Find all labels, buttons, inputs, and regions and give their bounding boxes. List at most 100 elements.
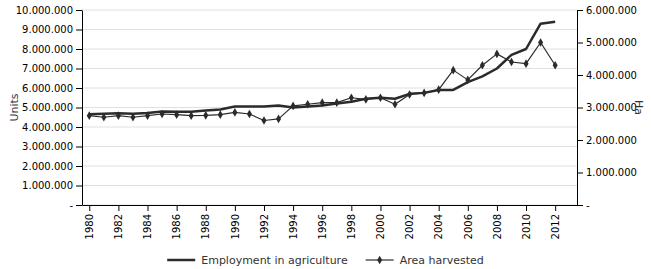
y-axis-tick-label: 6.000.000 [22,83,73,94]
y2-axis-tick-label: 5.000.000 [586,37,637,48]
y2-axis-tick-mark [577,75,583,76]
legend-item: Area harvested [366,254,484,267]
x-axis-line [83,205,578,206]
y2-axis-tick: 1.000.000 [577,167,637,178]
x-axis-tick-mark [380,205,381,211]
plot: 1980198219841986198819901992199419961998… [16,5,637,240]
point [101,113,106,122]
x-axis-tick-label: 2004 [433,214,444,239]
point [87,111,92,120]
x-axis-tick-label: 1986 [171,214,182,239]
legend-label: Employment in agriculture [201,254,348,267]
y-axis-tick-label: 5.000.000 [22,102,73,113]
grid-line [82,88,577,89]
point [232,108,237,117]
y-axis-tick-label: 9.000.000 [22,24,73,35]
legend-item: Employment in agriculture [167,254,348,267]
x-axis-tick-mark [206,205,207,211]
y2-axis-tick-mark [577,173,583,174]
point [160,110,165,119]
point [480,61,485,70]
chart: 1980198219841986198819901992199419961998… [0,0,651,269]
y-axis-tick: 1.000.000 [22,180,82,191]
point [363,95,368,104]
y2-axis-tick-label: 1.000.000 [586,167,637,178]
x-axis-tick-mark [118,205,119,211]
grid-line [82,205,577,206]
x-axis-tick: 1996 [317,205,328,239]
y-axis-tick: 8.000.000 [22,44,82,55]
y-axis-line [82,11,83,206]
y-axis-tick-label: 7.000.000 [22,63,73,74]
y-axis-tick-label: 10.000.000 [16,5,73,16]
x-axis-tick: 1990 [230,205,241,239]
point [276,115,281,124]
y-axis-tick: 6.000.000 [22,83,82,94]
series-markers [87,38,558,125]
point [422,89,427,98]
x-axis-tick: 2012 [550,205,561,239]
y2-axis-tick: 4.000.000 [577,70,637,81]
y-axis-tick: 2.000.000 [22,161,82,172]
x-axis: 1980198219841986198819901992199419961998… [83,205,578,239]
x-axis-tick-mark [497,205,498,211]
point [538,38,543,47]
x-axis-tick-mark [351,205,352,211]
grid-line [82,146,577,147]
x-axis-tick-label: 1998 [346,214,357,239]
x-axis-tick: 2008 [492,205,503,239]
y-axis-tick-mark [76,69,82,70]
grid-line [82,29,577,30]
x-axis-tick-label: 2006 [463,214,474,239]
y-axis-tick-label: 8.000.000 [22,44,73,55]
point [218,110,223,119]
x-axis-tick-mark [148,205,149,211]
y-axis-tick-mark [76,147,82,148]
y-axis-tick-mark [76,205,82,206]
y2-axis-tick: 5.000.000 [577,37,637,48]
y2-axis-tick-mark [577,43,583,44]
grid-line [82,166,577,167]
y2-axis-tick-mark [577,140,583,141]
x-axis-tick-mark [555,205,556,211]
x-axis-tick-mark [322,205,323,211]
y-axis-tick-label: - [69,200,73,211]
x-axis-tick-label: 1980 [84,214,95,239]
x-axis-tick-mark [410,205,411,211]
y-axis-tick: 3.000.000 [22,141,82,152]
x-axis-tick: 1992 [259,205,270,239]
point [349,93,354,102]
grid-line [82,68,577,69]
marks [87,22,558,125]
point [451,66,456,75]
y2-axis-title: Ha [632,100,645,115]
x-axis-tick-mark [89,205,90,211]
y-axis-tick: 10.000.000 [16,5,82,16]
y2-axis-tick-label: 2.000.000 [586,135,637,146]
point [203,111,208,120]
x-axis-tick-mark [526,205,527,211]
point [145,111,150,120]
y-axis-tick-mark [76,10,82,11]
y-axis-tick: 4.000.000 [22,122,82,133]
x-axis-tick-label: 1996 [317,214,328,239]
legend-label: Area harvested [400,254,484,267]
x-axis-tick-label: 1994 [288,214,299,239]
point [378,93,383,102]
y-axis-tick-mark [76,30,82,31]
point [320,98,325,107]
legend-marker [377,256,382,265]
x-axis-tick-mark [177,205,178,211]
point [116,111,121,120]
x-axis-tick-label: 2012 [550,214,561,239]
y-axis-tick-label: 1.000.000 [22,180,73,191]
x-axis-tick-label: 1988 [200,214,211,239]
point [392,100,397,109]
grid-line [82,49,577,50]
point [524,59,529,68]
x-axis-tick-label: 1990 [230,214,241,239]
y-axis-title: Units [8,93,21,121]
y-axis-tick-mark [76,88,82,89]
y-axis-tick-label: 4.000.000 [22,122,73,133]
x-axis-tick-mark [468,205,469,211]
